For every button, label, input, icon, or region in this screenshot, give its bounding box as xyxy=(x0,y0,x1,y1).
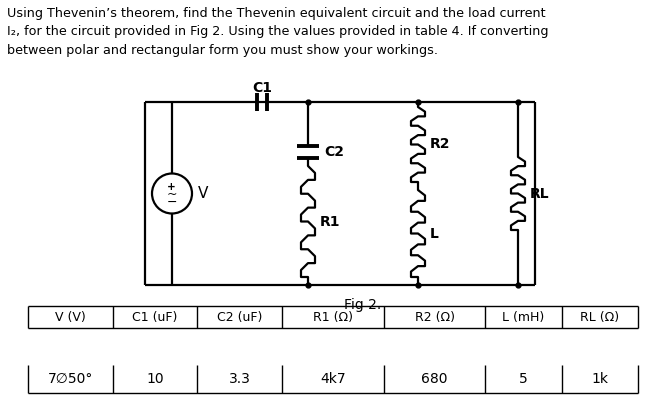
Text: R1 (Ω): R1 (Ω) xyxy=(313,310,353,323)
Text: R2 (Ω): R2 (Ω) xyxy=(415,310,455,323)
Text: R1: R1 xyxy=(320,215,341,228)
Text: L (mH): L (mH) xyxy=(503,310,545,323)
Text: 680: 680 xyxy=(421,372,448,386)
Text: C2: C2 xyxy=(324,145,344,159)
Text: 10: 10 xyxy=(146,372,164,386)
Text: C2 (uF): C2 (uF) xyxy=(217,310,262,323)
Text: 7∅50°: 7∅50° xyxy=(47,372,93,386)
Text: V (V): V (V) xyxy=(55,310,86,323)
Text: V: V xyxy=(198,186,208,201)
Text: 4k7: 4k7 xyxy=(320,372,346,386)
Text: C1 (uF): C1 (uF) xyxy=(132,310,178,323)
Text: −: − xyxy=(167,196,177,209)
Text: Fig 2.: Fig 2. xyxy=(345,298,382,312)
Text: 3.3: 3.3 xyxy=(229,372,250,386)
Text: 1k: 1k xyxy=(591,372,608,386)
Text: Using Thevenin’s theorem, find the Thevenin equivalent circuit and the load curr: Using Thevenin’s theorem, find the Theve… xyxy=(7,7,548,57)
Text: RL: RL xyxy=(530,186,550,200)
Text: +: + xyxy=(167,181,175,192)
Text: 5: 5 xyxy=(519,372,528,386)
Text: R2: R2 xyxy=(430,137,451,152)
Text: RL (Ω): RL (Ω) xyxy=(581,310,619,323)
Circle shape xyxy=(152,173,192,213)
Text: C1: C1 xyxy=(252,81,272,95)
Text: L: L xyxy=(430,226,439,241)
Text: ~: ~ xyxy=(167,188,177,201)
